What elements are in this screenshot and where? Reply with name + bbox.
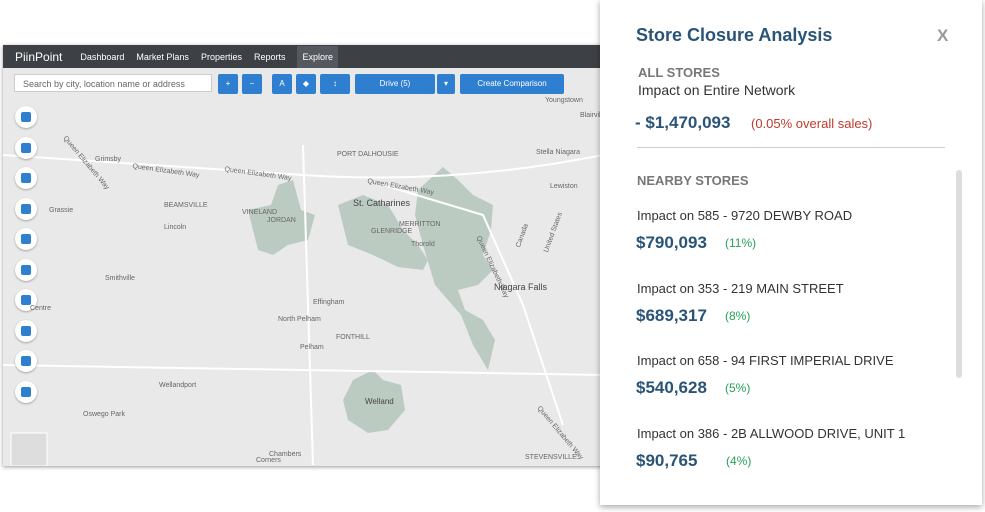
logo: PiinPoint <box>15 49 63 64</box>
map-label: VINELAND <box>242 209 278 216</box>
store-impact: $790,093 <box>636 233 707 252</box>
map-label: MERRITTON <box>399 221 441 228</box>
store-label: Impact on 585 - 9720 DEWBY ROAD <box>637 208 853 223</box>
map-label: Lewiston <box>550 183 578 190</box>
map-label: PORT DALHOUSIE <box>337 151 399 158</box>
panel-title: Store Closure Analysis <box>636 25 833 45</box>
map-label: GLENRIDGE <box>371 228 413 235</box>
nav-item[interactable]: Dashboard <box>80 51 125 62</box>
zoom-out[interactable]: − <box>242 74 262 94</box>
map-label: Welland <box>365 397 394 406</box>
store-label: Impact on 658 - 94 FIRST IMPERIAL DRIVE <box>637 353 894 368</box>
search-input[interactable]: Search by city, location name or address <box>14 74 212 92</box>
roads <box>3 144 603 466</box>
store-impact: $689,317 <box>636 305 707 325</box>
map-label: Corners <box>256 457 281 464</box>
text-tool[interactable]: A <box>272 74 292 94</box>
tool-icon[interactable] <box>15 258 37 281</box>
tool-icon[interactable] <box>15 350 37 372</box>
map-label: Blairville <box>580 112 603 119</box>
map-label: Lincoln <box>164 224 187 231</box>
trade-areas <box>248 167 495 433</box>
store-share: (11%) <box>725 236 757 250</box>
side-panel: Store Closure Analysis X ALL STORES Impa… <box>600 0 982 505</box>
map-label: Grimsby <box>95 156 122 163</box>
section-subtitle: Impact on Entire Network <box>638 82 796 98</box>
store-share: (4%) <box>726 453 752 468</box>
total-impact: - $1,470,093 <box>635 113 731 132</box>
map-label: Stella Niagara <box>536 149 580 156</box>
nav-item[interactable]: Market Plans <box>136 51 189 62</box>
nav-item[interactable]: Properties <box>200 51 242 62</box>
store-label: Impact on 386 - 2B ALLWOOD DRIVE, UNIT 1 <box>637 425 906 441</box>
zoom-in[interactable]: + <box>218 74 238 94</box>
tool-icon[interactable] <box>15 167 37 189</box>
map-label: North Pelham <box>278 316 321 323</box>
total-share: (0.05% overall sales) <box>751 116 873 131</box>
map-label: Smithville <box>105 275 135 282</box>
store-impact: $90,765 <box>636 450 698 470</box>
nav-item[interactable]: Explore <box>297 45 338 68</box>
map-label: Grassie <box>49 207 74 214</box>
close-button[interactable]: X <box>937 26 949 45</box>
drive-button[interactable]: Drive (5) <box>355 74 435 94</box>
store-impact: $540,628 <box>636 378 707 397</box>
sort-tool[interactable]: ↕ <box>320 74 350 94</box>
map-label: Effingham <box>313 299 345 306</box>
drive-dropdown[interactable]: ▾ <box>437 74 455 94</box>
tool-icon[interactable] <box>15 289 37 311</box>
minimap[interactable] <box>10 432 48 466</box>
map-label: Chambers <box>269 451 302 458</box>
map-shapes <box>3 144 603 466</box>
map-label: Centre <box>30 305 52 312</box>
compare-button[interactable]: Create Comparison <box>460 74 564 94</box>
store-share: (8%) <box>725 308 751 323</box>
map-label: JORDAN <box>267 217 296 224</box>
map-label: Wellandport <box>159 382 197 389</box>
map-label: Oswego Park <box>83 411 126 418</box>
divider <box>637 147 945 148</box>
map[interactable]: PiinPoint Dashboard Market Plans Properties… <box>3 45 603 466</box>
tool-icon[interactable] <box>15 106 37 128</box>
map-label: St. Catharines <box>353 198 411 208</box>
map-label: Niagara Falls <box>494 282 548 292</box>
scrollbar[interactable] <box>956 170 962 378</box>
map-label: Pelham <box>300 344 324 351</box>
section-heading: ALL STORES <box>638 65 720 80</box>
section-heading: NEARBY STORES <box>637 173 749 188</box>
map-label: BEAMSVILLE <box>164 202 208 209</box>
map-label: STEVENSVILLE <box>525 454 577 461</box>
nav-item[interactable]: Reports <box>253 51 286 62</box>
nav-bar: PiinPoint Dashboard Market Plans Properties… <box>3 45 603 68</box>
tool-icon[interactable] <box>15 380 37 403</box>
map-label: Thorold <box>411 241 435 248</box>
store-share: (5%) <box>725 381 751 395</box>
tag-tool[interactable]: ◆ <box>296 74 316 94</box>
tool-icon[interactable] <box>15 197 37 220</box>
map-label: Youngstown <box>545 97 583 104</box>
tool-icon[interactable] <box>15 136 37 159</box>
map-label: FONTHILL <box>336 334 370 341</box>
store-label: Impact on 353 - 219 MAIN STREET <box>637 280 844 296</box>
tool-icon[interactable] <box>15 228 37 250</box>
tool-icon[interactable] <box>15 319 37 342</box>
